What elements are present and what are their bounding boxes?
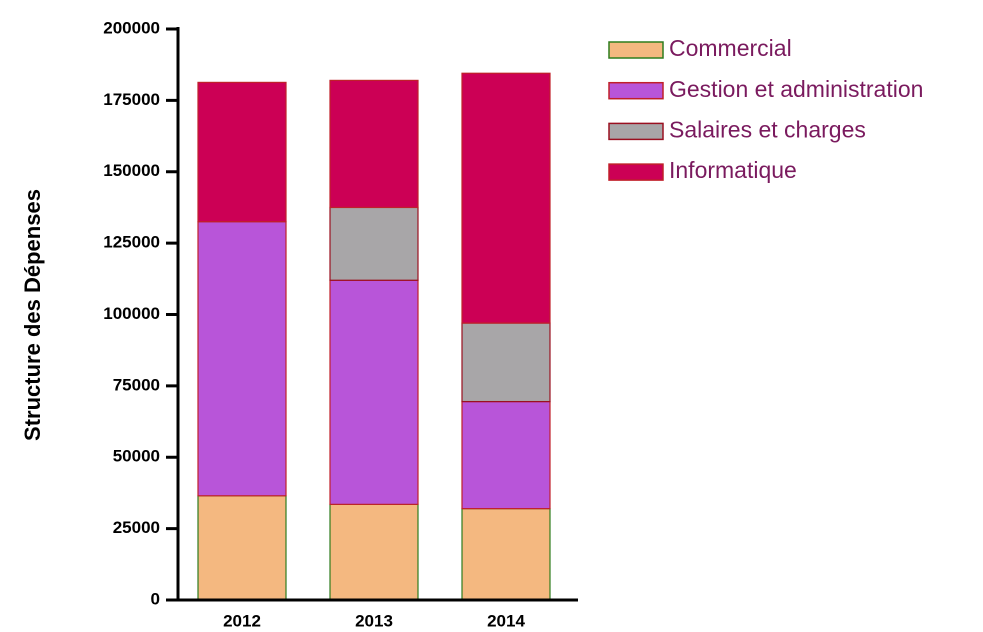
x-tick-label: 2013 [355,611,393,630]
y-tick-label: 100000 [103,304,160,323]
x-tick-label: 2012 [223,611,261,630]
legend-label: Gestion et administration [669,76,923,102]
y-tick-label: 50000 [113,447,160,466]
legend-swatch [608,41,664,59]
legend-label: Commercial [669,35,792,61]
bar-segment [197,495,287,601]
bar-segment [461,322,551,403]
y-tick-label: 25000 [113,518,160,537]
legend-swatch [608,122,664,141]
y-axis-label: Structure des Dépenses [20,189,45,441]
bar-segment [197,81,287,223]
bar-segment [461,72,551,324]
y-tick-label: 150000 [103,161,160,180]
bar-segment [461,508,551,601]
bar-segment [329,279,419,505]
bar-segment [329,503,419,601]
y-tick-label: 0 [151,589,160,608]
legend-label: Salaires et charges [669,116,866,142]
legend-label: Informatique [669,157,797,183]
y-tick-label: 125000 [103,233,160,252]
bar-segment [329,206,419,281]
x-tick-label: 2014 [487,611,525,630]
legend-swatch [608,81,664,100]
bar-segment [197,221,287,497]
bar-segment [461,400,551,510]
legend-swatch [608,163,664,181]
bar-segment [329,79,419,209]
y-tick-label: 175000 [103,90,160,109]
y-tick-label: 200000 [103,18,160,37]
y-tick-label: 75000 [113,375,160,394]
